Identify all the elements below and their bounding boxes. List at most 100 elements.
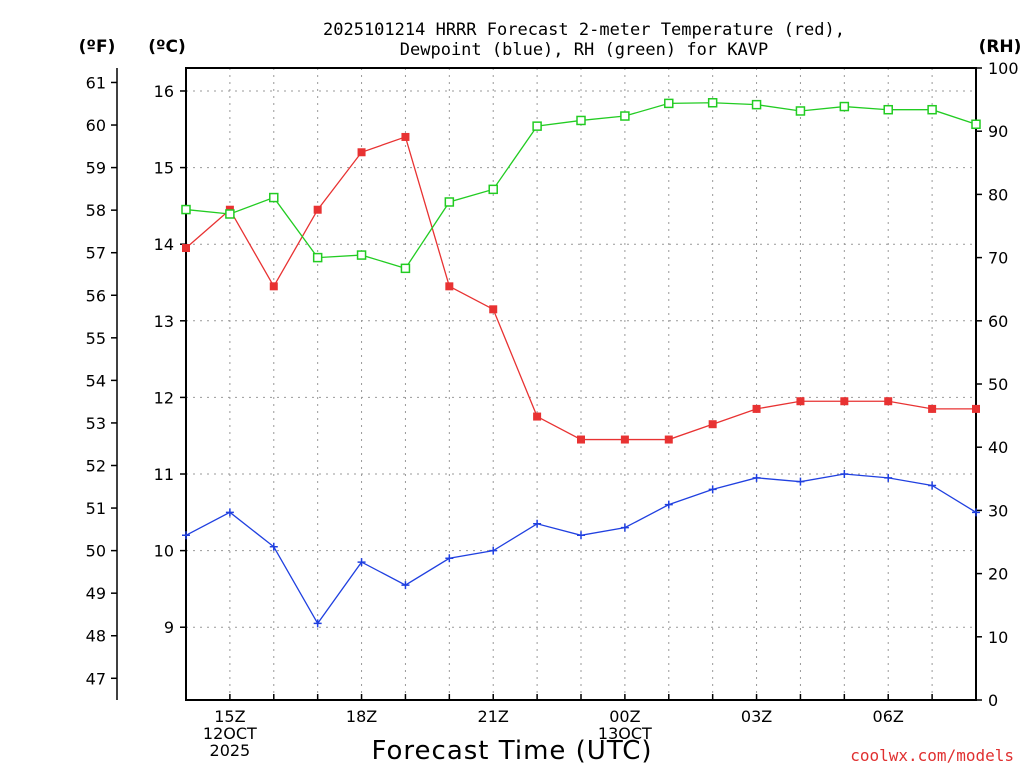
rh-point: [312, 252, 323, 263]
celsius-tick-label: 15: [154, 159, 174, 178]
dewpoint-point: [182, 531, 190, 540]
rh-tick-label: 30: [988, 501, 1008, 520]
dewpoint-point: [840, 470, 849, 479]
credit-link[interactable]: coolwx.com/models: [850, 746, 1014, 765]
x-tick-label: 21Z: [478, 707, 509, 726]
dewpoint-point: [489, 546, 498, 555]
rh-tick-label: 90: [988, 122, 1008, 141]
celsius-axis-label: (ºC): [148, 37, 186, 57]
celsius-tick-label: 13: [154, 312, 174, 331]
x-tick-label: 18Z: [346, 707, 377, 726]
rh-tick-label: 20: [988, 565, 1008, 584]
rh-point: [532, 121, 542, 131]
rh-point: [971, 119, 981, 129]
celsius-tick-label: 11: [154, 465, 174, 484]
fahrenheit-tick-label: 48: [86, 627, 106, 646]
x-tick-label: 00Z: [609, 707, 640, 726]
fahrenheit-tick-label: 60: [86, 116, 106, 135]
temperature-point: [620, 435, 629, 444]
rh-point: [664, 98, 674, 109]
fahrenheit-tick-label: 54: [86, 371, 106, 390]
grid-lines: [185, 68, 977, 700]
fahrenheit-tick-label: 52: [86, 457, 106, 476]
chart-title-line-1: 2025101214 HRRR Forecast 2-meter Tempera…: [323, 20, 845, 40]
rh-point: [225, 209, 235, 219]
chart-title-line-2: Dewpoint (blue), RH (green) for KAVP: [400, 40, 768, 60]
fahrenheit-tick-label: 50: [86, 542, 106, 561]
x-tick-label: 03Z: [741, 707, 772, 726]
temperature-point: [357, 148, 366, 157]
dewpoint-point: [313, 619, 322, 628]
temperature-point: [840, 397, 849, 406]
dewpoint-point: [401, 581, 410, 590]
temperature-point: [708, 420, 717, 429]
axes: 9 10 11 12 13 14 15 16 47 48 49 50 51 52 53 54 55 56 57 58 5…: [86, 59, 1019, 760]
data-series: [181, 98, 981, 628]
fahrenheit-tick-label: 55: [86, 329, 106, 348]
celsius-tick-label: 9: [164, 618, 174, 637]
temperature-point: [796, 397, 805, 406]
rh-point: [488, 184, 498, 195]
temperature-point: [664, 435, 673, 444]
rh-tick-label: 70: [988, 249, 1008, 268]
dewpoint-point: [972, 508, 980, 517]
dewpoint-point: [269, 542, 278, 551]
rh-point: [927, 104, 937, 115]
temperature-point: [182, 244, 190, 253]
dewpoint-point: [884, 473, 893, 482]
dewpoint-point: [664, 500, 673, 509]
rh-tick-label: 100: [988, 59, 1019, 78]
rh-point: [707, 98, 718, 108]
dewpoint-point: [225, 508, 234, 517]
dewpoint-point: [577, 531, 585, 540]
x-tick-label: 12OCT: [203, 724, 257, 743]
temperature-point: [928, 404, 937, 413]
fahrenheit-tick-label: 53: [86, 414, 106, 433]
rh-tick-label: 0: [988, 691, 998, 710]
celsius-tick-label: 16: [154, 82, 174, 101]
fahrenheit-tick-label: 51: [86, 499, 106, 518]
temperature-point: [401, 132, 410, 141]
rh-point: [400, 263, 411, 274]
celsius-tick-label: 10: [154, 542, 174, 561]
rh-axis-label: (RH): [979, 37, 1022, 57]
dewpoint-point: [708, 485, 717, 494]
rh-point: [795, 106, 806, 116]
dewpoint-point: [620, 523, 629, 532]
temperature-point: [752, 404, 761, 413]
rh-point: [576, 115, 586, 126]
celsius-tick-label: 14: [154, 235, 174, 254]
fahrenheit-tick-label: 49: [86, 584, 106, 603]
temperature-point: [445, 282, 454, 291]
temperature-point: [533, 412, 542, 421]
rh-tick-label: 60: [988, 312, 1008, 331]
x-axis-title: Forecast Time (UTC): [371, 736, 652, 766]
temperature-point: [489, 305, 498, 314]
x-tick-label: 13OCT: [598, 724, 652, 743]
rh-point: [444, 197, 455, 207]
rh-point: [181, 204, 191, 215]
temperature-point: [884, 397, 893, 406]
dewpoint-point: [796, 477, 805, 486]
dewpoint-point: [928, 481, 937, 490]
fahrenheit-tick-label: 56: [86, 286, 106, 305]
x-tick-label: 2025: [210, 741, 251, 760]
celsius-tick-label: 12: [154, 388, 174, 407]
x-tick-label: 06Z: [873, 707, 904, 726]
fahrenheit-axis-label: (ºF): [79, 37, 116, 57]
rh-point: [751, 99, 762, 110]
fahrenheit-tick-label: 57: [86, 244, 106, 263]
temperature-line: [185, 136, 976, 441]
temperature-point: [269, 282, 278, 291]
dewpoint-point: [533, 519, 542, 528]
fahrenheit-tick-label: 58: [86, 201, 106, 220]
rh-tick-label: 50: [988, 375, 1008, 394]
fahrenheit-tick-label: 59: [86, 159, 106, 178]
rh-tick-label: 10: [988, 628, 1008, 647]
rh-point: [356, 250, 367, 260]
rh-tick-label: 40: [988, 438, 1008, 457]
dewpoint-point: [445, 554, 454, 563]
temperature-point: [577, 435, 585, 444]
rh-point: [269, 192, 279, 203]
temperature-point: [313, 205, 322, 214]
